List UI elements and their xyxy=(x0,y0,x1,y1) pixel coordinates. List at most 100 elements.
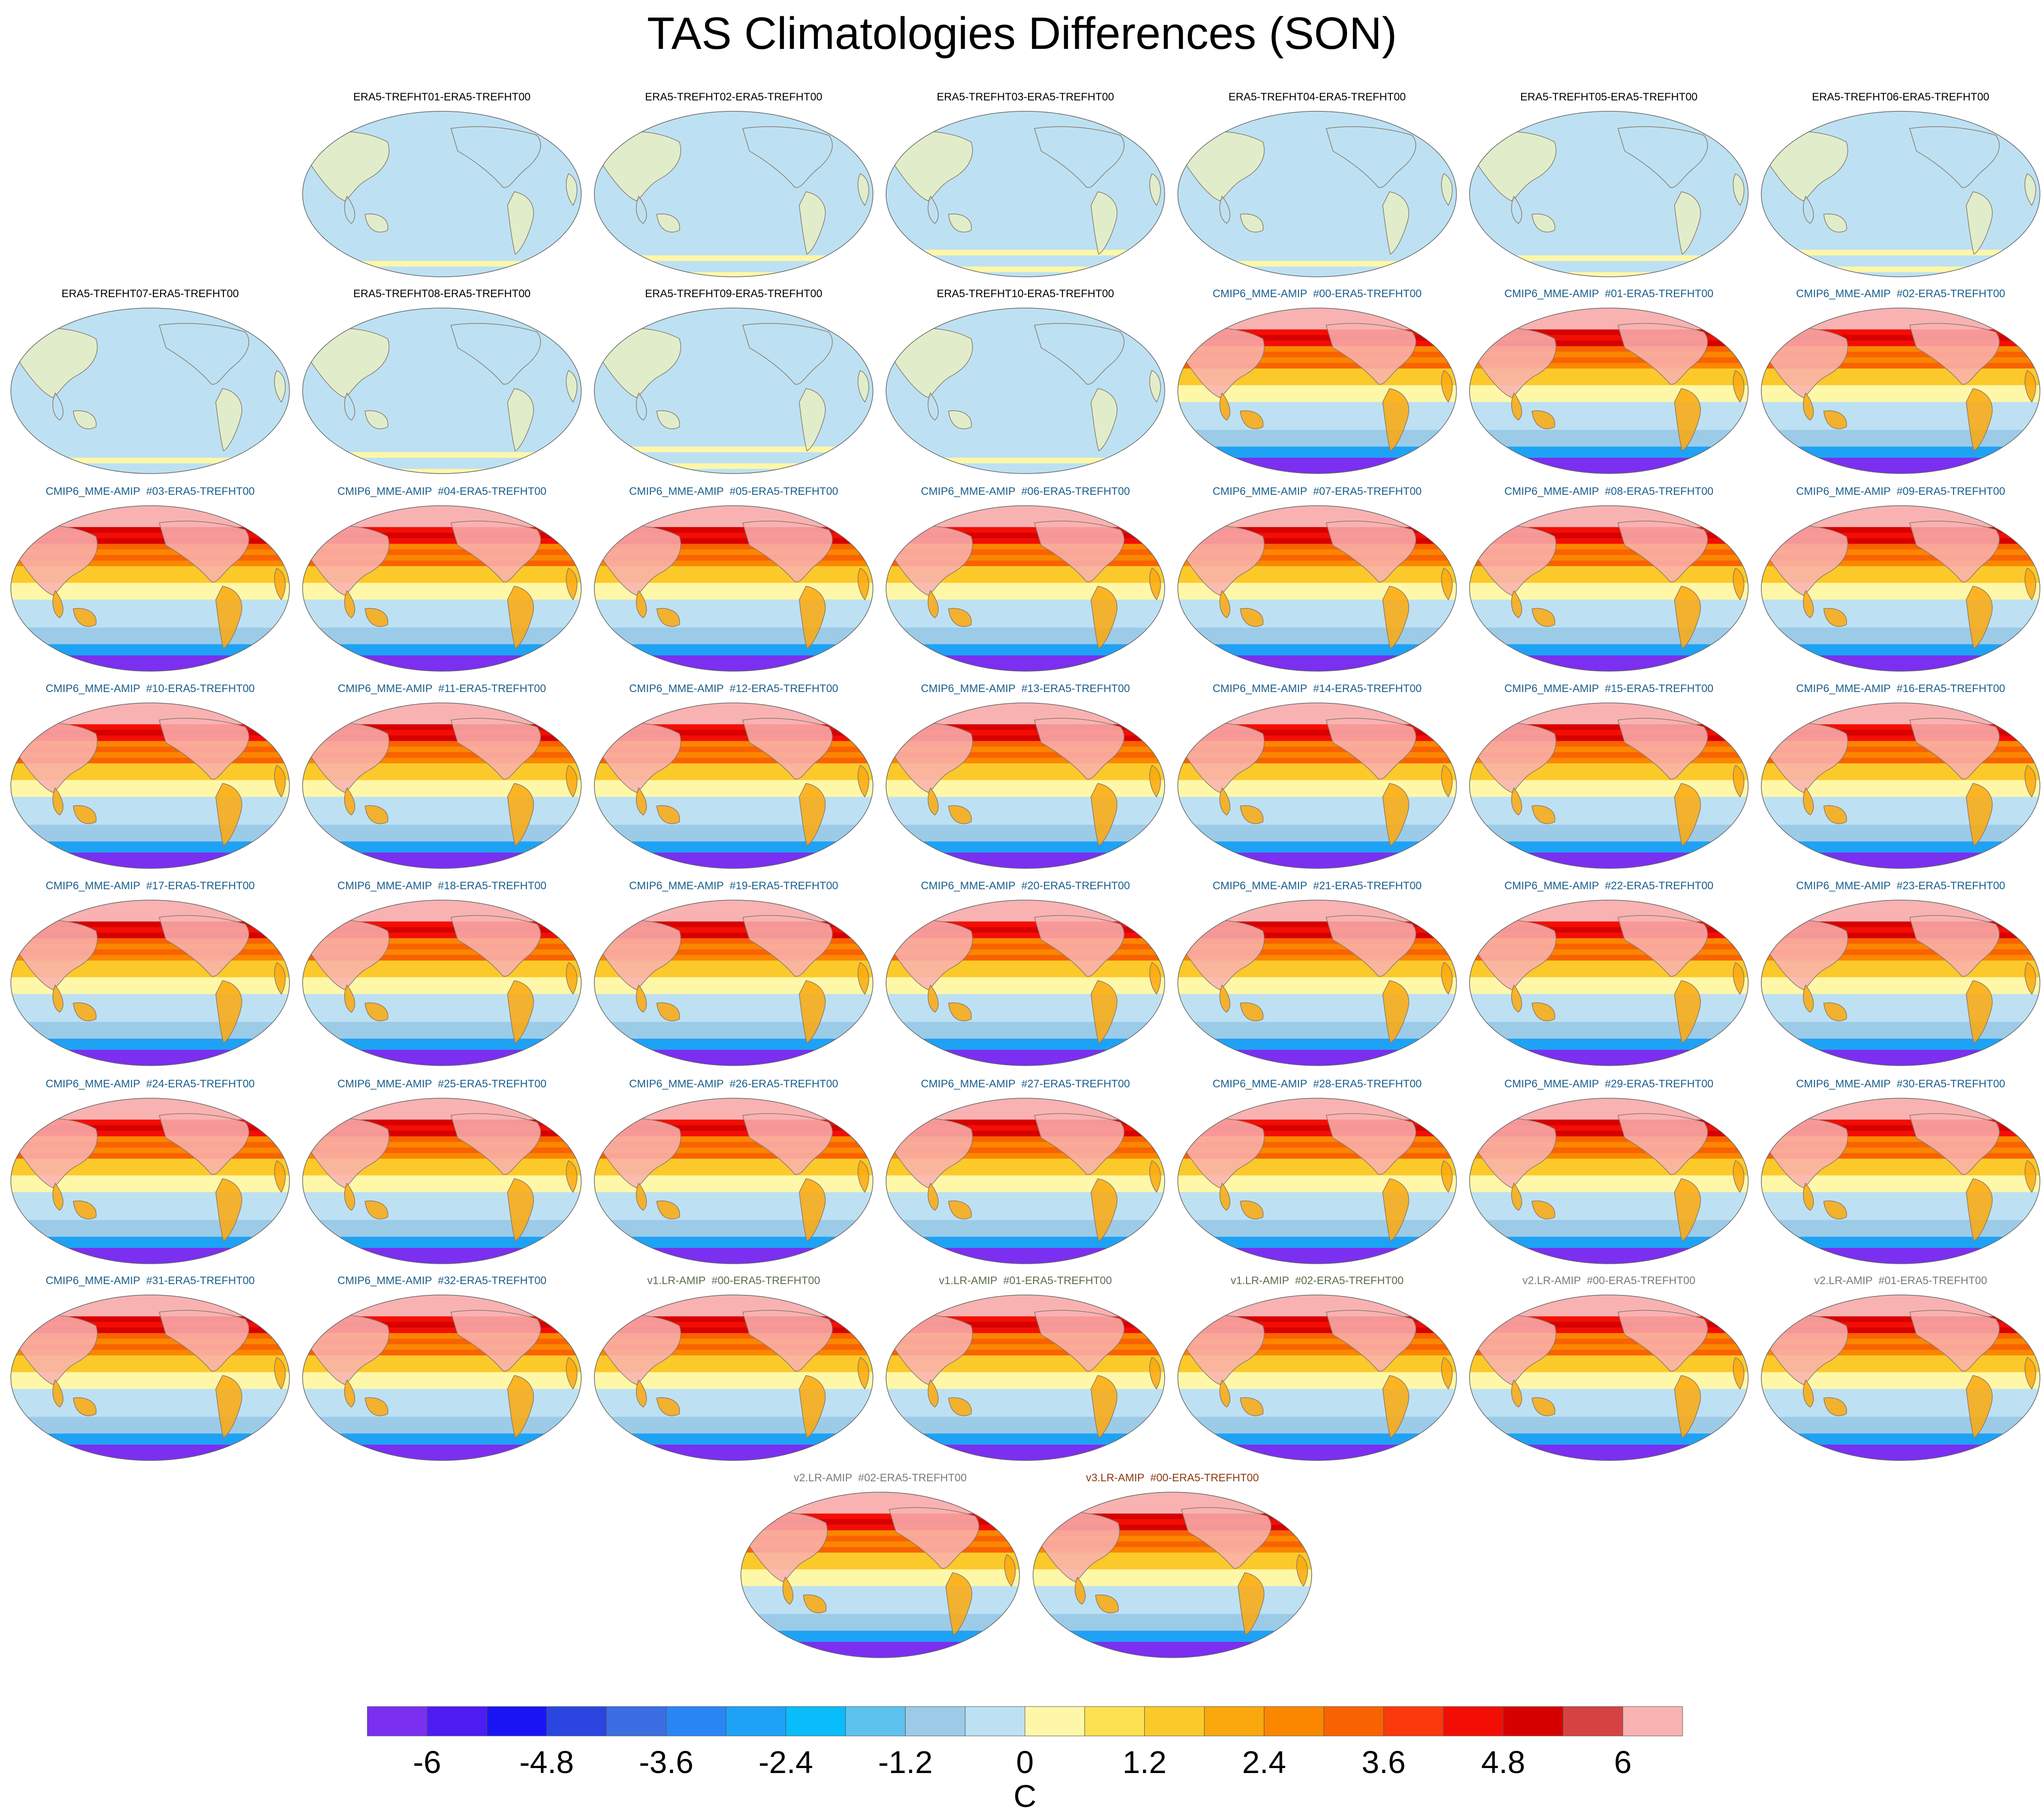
panel-title: CMIP6_MME-AMIP #31-ERA5-TREFHT00 xyxy=(45,1275,255,1287)
colorbar-bin xyxy=(1622,1706,1683,1736)
panel-title: CMIP6_MME-AMIP #06-ERA5-TREFHT00 xyxy=(920,485,1130,498)
map-panel: ERA5-TREFHT09-ERA5-TREFHT00 xyxy=(590,287,877,477)
global-map xyxy=(1761,308,2040,474)
colorbar-bin xyxy=(726,1706,786,1736)
panel-title: CMIP6_MME-AMIP #17-ERA5-TREFHT00 xyxy=(45,880,255,892)
map-panel: CMIP6_MME-AMIP #21-ERA5-TREFHT00 xyxy=(1173,879,1461,1069)
global-map xyxy=(886,702,1165,869)
global-map xyxy=(302,900,582,1066)
global-map xyxy=(1761,900,2040,1066)
panel-title: CMIP6_MME-AMIP #22-ERA5-TREFHT00 xyxy=(1504,880,1714,892)
map-panel: v2.LR-AMIP #02-ERA5-TREFHT00 xyxy=(736,1471,1024,1661)
panel-title: CMIP6_MME-AMIP #00-ERA5-TREFHT00 xyxy=(1212,288,1422,300)
global-map xyxy=(1761,1098,2040,1264)
map-panel: CMIP6_MME-AMIP #22-ERA5-TREFHT00 xyxy=(1465,879,1753,1069)
panel-title: CMIP6_MME-AMIP #18-ERA5-TREFHT00 xyxy=(337,880,547,892)
global-map xyxy=(1761,505,2040,672)
panel-title: CMIP6_MME-AMIP #08-ERA5-TREFHT00 xyxy=(1504,485,1714,498)
map-panel: CMIP6_MME-AMIP #01-ERA5-TREFHT00 xyxy=(1465,287,1753,477)
map-panel: v1.LR-AMIP #02-ERA5-TREFHT00 xyxy=(1173,1274,1461,1464)
panel-title: CMIP6_MME-AMIP #21-ERA5-TREFHT00 xyxy=(1212,880,1422,892)
panel-title: v2.LR-AMIP #02-ERA5-TREFHT00 xyxy=(793,1472,967,1484)
colorbar-tick-label: 1.2 xyxy=(1123,1745,1167,1780)
map-panel: CMIP6_MME-AMIP #26-ERA5-TREFHT00 xyxy=(590,1077,877,1267)
global-map xyxy=(594,1294,873,1461)
colorbar-units: C xyxy=(1014,1778,1037,1814)
map-panel: v1.LR-AMIP #01-ERA5-TREFHT00 xyxy=(882,1274,1169,1464)
global-map xyxy=(886,1294,1165,1461)
panel-title: CMIP6_MME-AMIP #01-ERA5-TREFHT00 xyxy=(1504,288,1714,300)
colorbar-bin xyxy=(1024,1706,1085,1736)
map-panel: CMIP6_MME-AMIP #20-ERA5-TREFHT00 xyxy=(882,879,1169,1069)
global-map xyxy=(594,1098,873,1264)
panel-title: ERA5-TREFHT09-ERA5-TREFHT00 xyxy=(645,288,823,300)
panel-title: CMIP6_MME-AMIP #23-ERA5-TREFHT00 xyxy=(1796,880,2006,892)
map-panel: CMIP6_MME-AMIP #19-ERA5-TREFHT00 xyxy=(590,879,877,1069)
map-panel: CMIP6_MME-AMIP #07-ERA5-TREFHT00 xyxy=(1173,485,1461,675)
map-panel: CMIP6_MME-AMIP #25-ERA5-TREFHT00 xyxy=(298,1077,586,1267)
global-map xyxy=(1761,1294,2040,1461)
colorbar-bin xyxy=(666,1706,726,1736)
colorbar-tick-label: -6 xyxy=(413,1745,441,1780)
map-panel: CMIP6_MME-AMIP #05-ERA5-TREFHT00 xyxy=(590,485,877,675)
panel-title: CMIP6_MME-AMIP #07-ERA5-TREFHT00 xyxy=(1212,485,1422,498)
panel-title: ERA5-TREFHT07-ERA5-TREFHT00 xyxy=(61,288,239,300)
panel-title: CMIP6_MME-AMIP #26-ERA5-TREFHT00 xyxy=(629,1078,839,1090)
global-map xyxy=(302,505,582,672)
panel-title: CMIP6_MME-AMIP #32-ERA5-TREFHT00 xyxy=(337,1275,547,1287)
global-map xyxy=(1177,702,1457,869)
colorbar-bin xyxy=(486,1706,547,1736)
global-map xyxy=(1177,1098,1457,1264)
global-map xyxy=(594,111,873,277)
colorbar-tick-label: -4.8 xyxy=(519,1745,574,1780)
map-panel: CMIP6_MME-AMIP #24-ERA5-TREFHT00 xyxy=(6,1077,294,1267)
global-map xyxy=(1177,1294,1457,1461)
colorbar-tick-label: 4.8 xyxy=(1481,1745,1525,1780)
colorbar-bin xyxy=(1563,1706,1623,1736)
map-panel: CMIP6_MME-AMIP #02-ERA5-TREFHT00 xyxy=(1757,287,2044,477)
colorbar-bin xyxy=(1383,1706,1444,1736)
panel-title: ERA5-TREFHT08-ERA5-TREFHT00 xyxy=(353,288,531,300)
colorbar-tick-label: -3.6 xyxy=(639,1745,694,1780)
map-panel: ERA5-TREFHT01-ERA5-TREFHT00 xyxy=(298,90,586,280)
panel-title: CMIP6_MME-AMIP #11-ERA5-TREFHT00 xyxy=(337,683,546,695)
global-map xyxy=(302,702,582,869)
map-panel: ERA5-TREFHT10-ERA5-TREFHT00 xyxy=(882,287,1169,477)
panel-title: CMIP6_MME-AMIP #14-ERA5-TREFHT00 xyxy=(1212,683,1422,695)
map-panel: CMIP6_MME-AMIP #14-ERA5-TREFHT00 xyxy=(1173,682,1461,872)
global-map xyxy=(1469,702,1749,869)
map-panel: CMIP6_MME-AMIP #03-ERA5-TREFHT00 xyxy=(6,485,294,675)
global-map xyxy=(594,702,873,869)
global-map xyxy=(302,1294,582,1461)
global-map xyxy=(886,111,1165,277)
colorbar-tick-label: 3.6 xyxy=(1361,1745,1405,1780)
panel-title: ERA5-TREFHT10-ERA5-TREFHT00 xyxy=(936,288,1114,300)
panel-title: CMIP6_MME-AMIP #13-ERA5-TREFHT00 xyxy=(920,683,1130,695)
colorbar-tick-label: -2.4 xyxy=(759,1745,813,1780)
map-panel: ERA5-TREFHT07-ERA5-TREFHT00 xyxy=(6,287,294,477)
panel-title: CMIP6_MME-AMIP #28-ERA5-TREFHT00 xyxy=(1212,1078,1422,1090)
global-map xyxy=(740,1492,1020,1658)
colorbar-bin xyxy=(1204,1706,1265,1736)
map-panel: v3.LR-AMIP #00-ERA5-TREFHT00 xyxy=(1029,1471,1316,1661)
global-map xyxy=(302,111,582,277)
colorbar-bin xyxy=(427,1706,487,1736)
map-panel: v1.LR-AMIP #00-ERA5-TREFHT00 xyxy=(590,1274,877,1464)
map-panel: CMIP6_MME-AMIP #13-ERA5-TREFHT00 xyxy=(882,682,1169,872)
map-panel: ERA5-TREFHT08-ERA5-TREFHT00 xyxy=(298,287,586,477)
map-panel: ERA5-TREFHT02-ERA5-TREFHT00 xyxy=(590,90,877,280)
panel-title: v1.LR-AMIP #01-ERA5-TREFHT00 xyxy=(939,1275,1112,1287)
colorbar-bin xyxy=(606,1706,667,1736)
panel-title: v1.LR-AMIP #02-ERA5-TREFHT00 xyxy=(1230,1275,1404,1287)
global-map xyxy=(886,900,1165,1066)
panel-title: CMIP6_MME-AMIP #02-ERA5-TREFHT00 xyxy=(1796,288,2006,300)
panel-title: v3.LR-AMIP #00-ERA5-TREFHT00 xyxy=(1086,1472,1259,1484)
map-panel: CMIP6_MME-AMIP #00-ERA5-TREFHT00 xyxy=(1173,287,1461,477)
global-map xyxy=(1469,505,1749,672)
map-panel: CMIP6_MME-AMIP #15-ERA5-TREFHT00 xyxy=(1465,682,1753,872)
global-map xyxy=(1177,308,1457,474)
colorbar-tick-label: 6 xyxy=(1614,1745,1631,1780)
global-map xyxy=(594,308,873,474)
map-panel: CMIP6_MME-AMIP #30-ERA5-TREFHT00 xyxy=(1757,1077,2044,1267)
global-map xyxy=(10,900,290,1066)
